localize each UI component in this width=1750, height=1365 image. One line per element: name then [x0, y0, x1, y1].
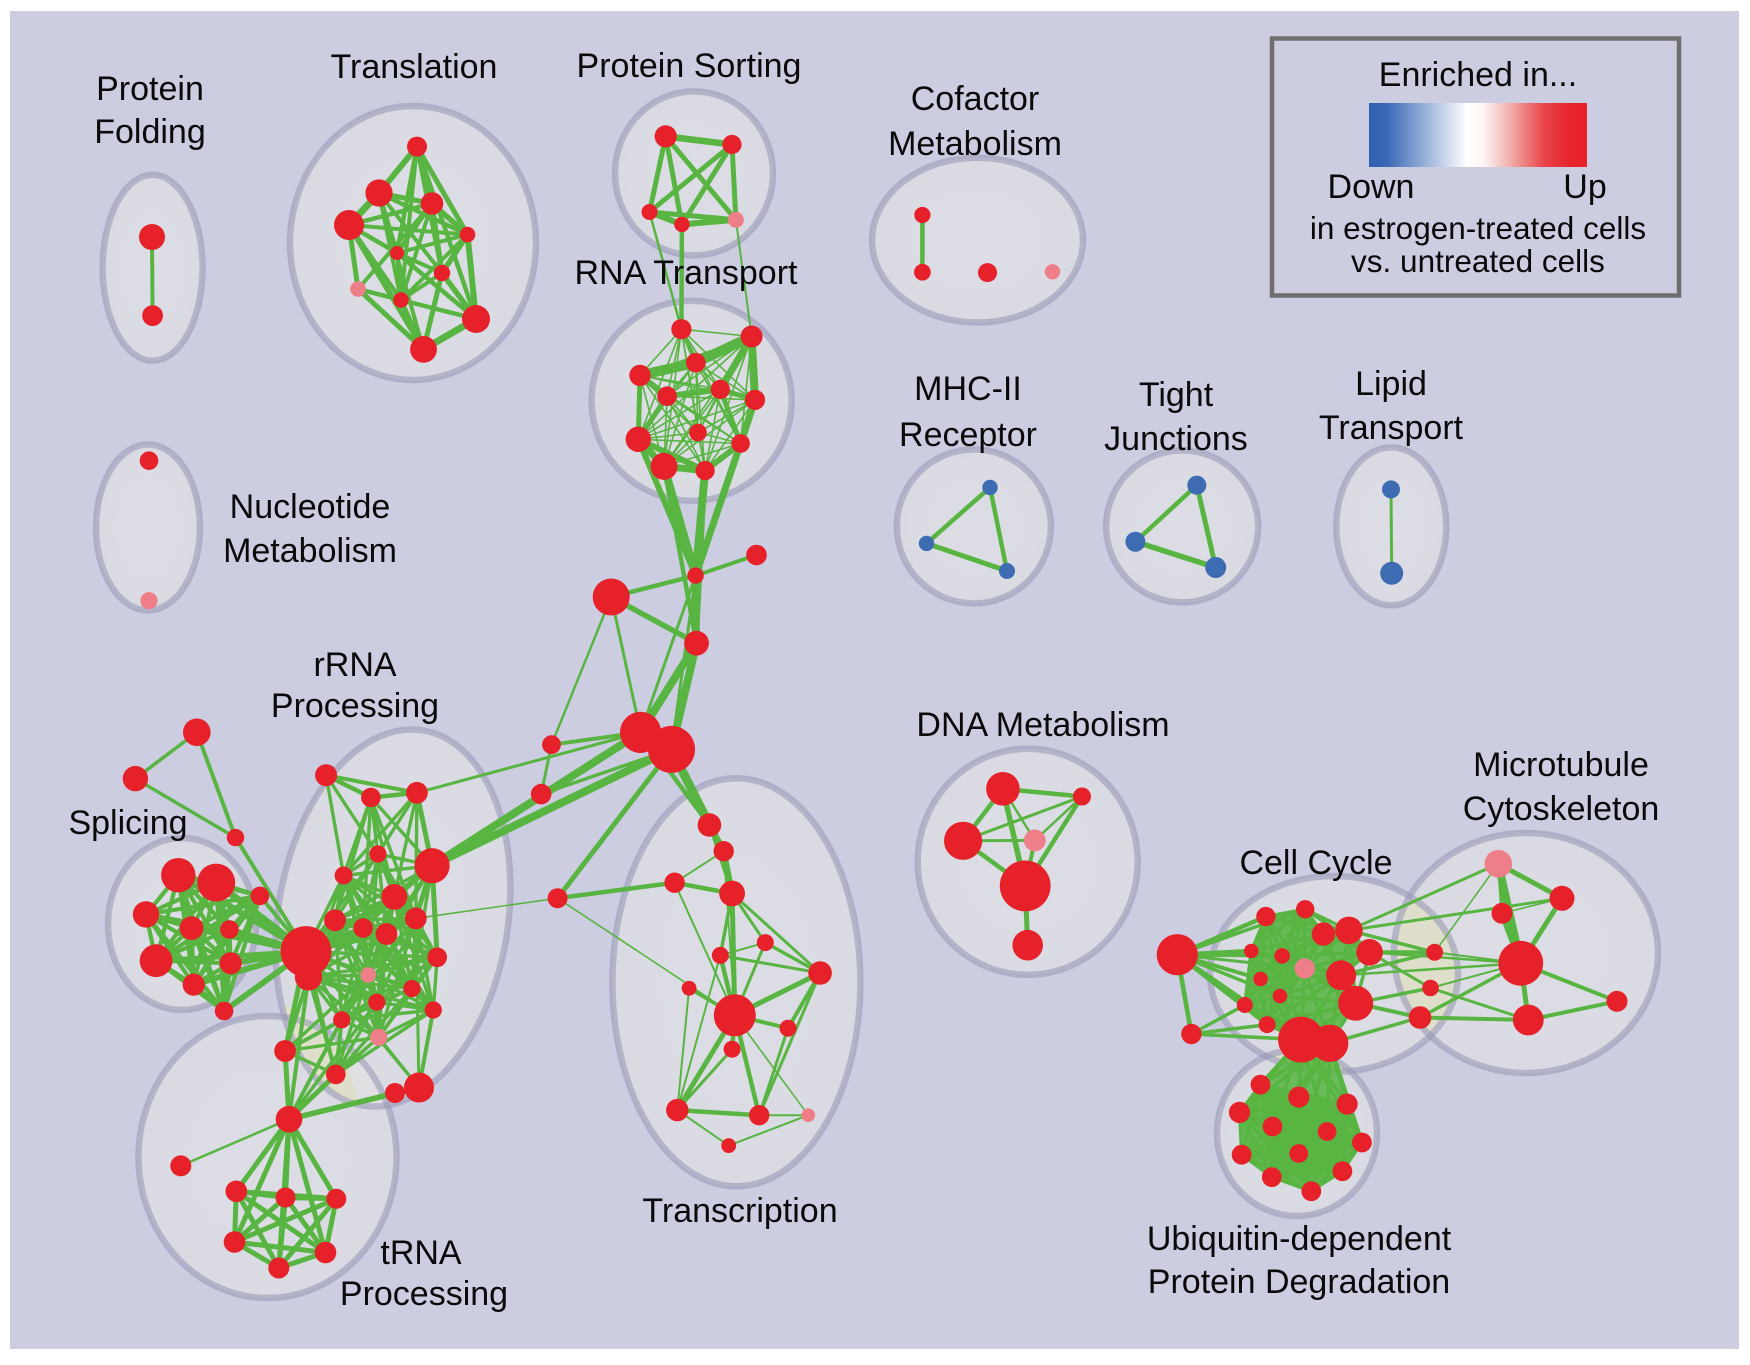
svg-text:Cofactor: Cofactor: [911, 80, 1040, 118]
svg-text:Splicing: Splicing: [68, 804, 187, 842]
svg-text:Transcription: Transcription: [642, 1192, 837, 1230]
svg-text:Translation: Translation: [331, 48, 498, 86]
svg-text:Protein Degradation: Protein Degradation: [1148, 1263, 1450, 1301]
svg-text:DNA Metabolism: DNA Metabolism: [916, 706, 1169, 744]
svg-text:in estrogen-treated cells: in estrogen-treated cells: [1310, 210, 1646, 246]
svg-text:Protein Sorting: Protein Sorting: [577, 47, 802, 85]
svg-text:tRNA: tRNA: [380, 1234, 462, 1272]
svg-text:vs. untreated cells: vs. untreated cells: [1351, 243, 1605, 279]
svg-text:Lipid: Lipid: [1355, 365, 1427, 403]
svg-text:Receptor: Receptor: [899, 416, 1037, 454]
svg-text:Metabolism: Metabolism: [223, 532, 397, 570]
svg-text:MHC-II: MHC-II: [914, 370, 1022, 408]
svg-text:Up: Up: [1563, 168, 1606, 206]
svg-text:Processing: Processing: [271, 687, 439, 725]
svg-text:rRNA: rRNA: [313, 646, 396, 684]
svg-text:Microtubule: Microtubule: [1473, 746, 1649, 784]
svg-text:Metabolism: Metabolism: [888, 125, 1062, 163]
svg-text:Folding: Folding: [94, 113, 206, 151]
svg-text:Cytoskeleton: Cytoskeleton: [1463, 790, 1660, 828]
svg-text:Junctions: Junctions: [1104, 420, 1248, 458]
svg-text:Ubiquitin-dependent: Ubiquitin-dependent: [1147, 1220, 1452, 1258]
svg-text:Transport: Transport: [1319, 409, 1464, 447]
svg-text:Nucleotide: Nucleotide: [230, 488, 391, 526]
svg-text:Tight: Tight: [1139, 376, 1214, 414]
svg-text:Processing: Processing: [340, 1275, 508, 1313]
svg-text:Down: Down: [1328, 168, 1415, 206]
svg-text:Protein: Protein: [96, 70, 204, 108]
svg-text:RNA Transport: RNA Transport: [575, 254, 799, 292]
svg-text:Enriched in...: Enriched in...: [1379, 56, 1577, 94]
svg-text:Cell Cycle: Cell Cycle: [1239, 844, 1392, 882]
